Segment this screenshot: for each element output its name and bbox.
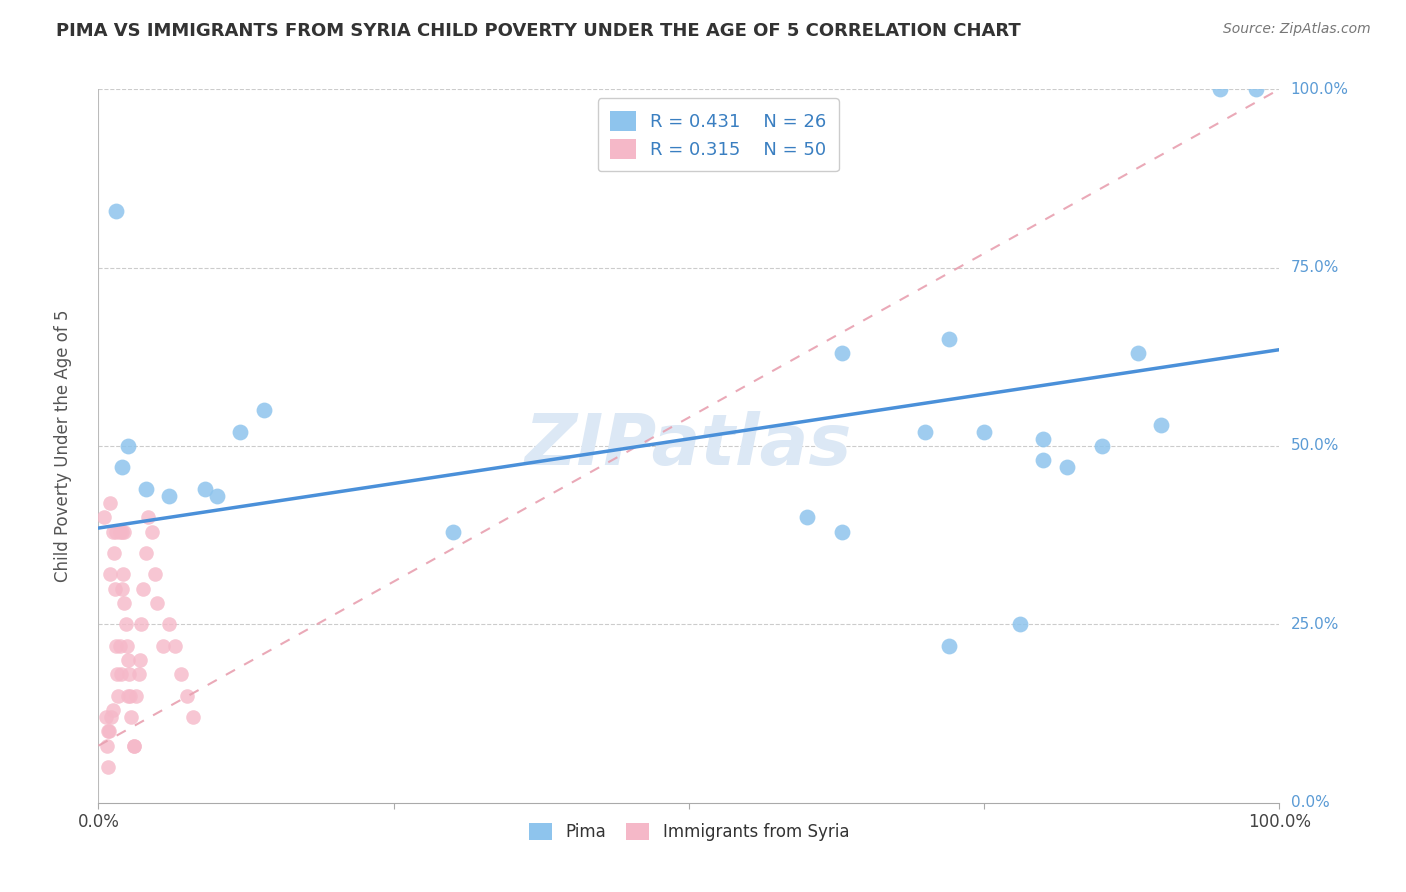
Immigrants from Syria (110, 667, 132, 681)
Immigrants from Syria (114, 617, 136, 632)
Immigrants from Syria (107, 689, 129, 703)
Immigrants from Syria (132, 582, 155, 596)
Legend: Pima, Immigrants from Syria: Pima, Immigrants from Syria (522, 816, 856, 848)
Pima (111, 460, 134, 475)
Immigrants from Syria (141, 524, 163, 539)
Pima (229, 425, 252, 439)
Immigrants from Syria (108, 524, 131, 539)
Pima (796, 510, 818, 524)
Text: 50.0%: 50.0% (1291, 439, 1339, 453)
Immigrants from Syria (111, 524, 134, 539)
Pima (1032, 432, 1054, 446)
Immigrants from Syria (157, 617, 180, 632)
Immigrants from Syria (118, 667, 141, 681)
Immigrants from Syria (181, 710, 204, 724)
Immigrants from Syria (135, 546, 157, 560)
Immigrants from Syria (128, 667, 150, 681)
Immigrants from Syria (128, 653, 150, 667)
Pima (1150, 417, 1173, 432)
Immigrants from Syria (94, 710, 117, 724)
Text: 100.0%: 100.0% (1291, 82, 1348, 96)
Immigrants from Syria (97, 760, 120, 774)
Text: 25.0%: 25.0% (1291, 617, 1339, 632)
Pima (253, 403, 276, 417)
Immigrants from Syria (115, 639, 138, 653)
Immigrants from Syria (136, 510, 159, 524)
Pima (1126, 346, 1149, 360)
Pima (135, 482, 157, 496)
Pima (831, 346, 853, 360)
Pima (914, 425, 936, 439)
Immigrants from Syria (105, 639, 128, 653)
Immigrants from Syria (121, 710, 143, 724)
Immigrants from Syria (105, 667, 128, 681)
Immigrants from Syria (112, 524, 135, 539)
Pima (1091, 439, 1114, 453)
Immigrants from Syria (146, 596, 169, 610)
Pima (1008, 617, 1031, 632)
Pima (157, 489, 180, 503)
Immigrants from Syria (101, 703, 124, 717)
Pima (938, 639, 960, 653)
Pima (1209, 82, 1232, 96)
Pima (205, 489, 228, 503)
Immigrants from Syria (104, 582, 127, 596)
Immigrants from Syria (122, 739, 145, 753)
Immigrants from Syria (120, 689, 142, 703)
Pima (105, 203, 128, 218)
Pima (194, 482, 217, 496)
Y-axis label: Child Poverty Under the Age of 5: Child Poverty Under the Age of 5 (53, 310, 72, 582)
Text: ZIPatlas: ZIPatlas (526, 411, 852, 481)
Pima (831, 524, 853, 539)
Text: PIMA VS IMMIGRANTS FROM SYRIA CHILD POVERTY UNDER THE AGE OF 5 CORRELATION CHART: PIMA VS IMMIGRANTS FROM SYRIA CHILD POVE… (56, 22, 1021, 40)
Text: Source: ZipAtlas.com: Source: ZipAtlas.com (1223, 22, 1371, 37)
Immigrants from Syria (105, 524, 128, 539)
Immigrants from Syria (108, 639, 131, 653)
Immigrants from Syria (112, 567, 135, 582)
Immigrants from Syria (125, 689, 148, 703)
Immigrants from Syria (112, 596, 135, 610)
Pima (1056, 460, 1078, 475)
Immigrants from Syria (98, 567, 121, 582)
Immigrants from Syria (96, 739, 118, 753)
Immigrants from Syria (100, 710, 122, 724)
Pima (938, 332, 960, 346)
Pima (1032, 453, 1054, 467)
Immigrants from Syria (93, 510, 115, 524)
Immigrants from Syria (122, 739, 145, 753)
Immigrants from Syria (111, 582, 134, 596)
Pima (1244, 82, 1267, 96)
Immigrants from Syria (98, 496, 121, 510)
Text: 0.0%: 0.0% (1291, 796, 1329, 810)
Immigrants from Syria (129, 617, 152, 632)
Immigrants from Syria (101, 524, 124, 539)
Immigrants from Syria (103, 546, 125, 560)
Text: 75.0%: 75.0% (1291, 260, 1339, 275)
Immigrants from Syria (117, 689, 139, 703)
Immigrants from Syria (97, 724, 120, 739)
Immigrants from Syria (165, 639, 187, 653)
Immigrants from Syria (117, 653, 139, 667)
Immigrants from Syria (143, 567, 166, 582)
Immigrants from Syria (98, 724, 121, 739)
Immigrants from Syria (176, 689, 198, 703)
Pima (973, 425, 995, 439)
Immigrants from Syria (152, 639, 174, 653)
Pima (117, 439, 139, 453)
Pima (441, 524, 464, 539)
Immigrants from Syria (170, 667, 193, 681)
